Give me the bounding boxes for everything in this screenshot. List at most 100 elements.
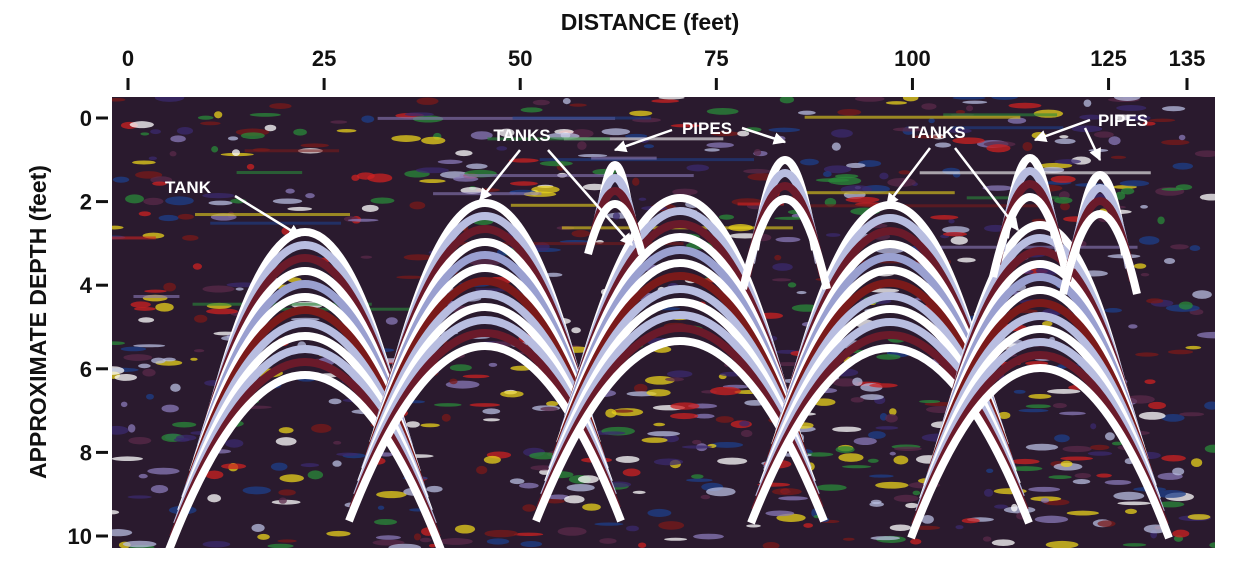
texture <box>242 486 271 495</box>
texture <box>1133 263 1147 269</box>
texture <box>615 456 640 463</box>
texture <box>279 474 304 483</box>
texture <box>377 505 385 510</box>
texture <box>127 424 136 433</box>
texture <box>1156 501 1185 508</box>
y-tick-label: 6 <box>80 357 92 382</box>
streak <box>591 156 657 160</box>
texture <box>634 383 648 393</box>
texture <box>112 456 143 461</box>
texture <box>138 211 151 217</box>
texture <box>426 485 443 493</box>
texture <box>875 481 909 489</box>
streak <box>539 158 755 162</box>
texture <box>693 533 724 540</box>
texture <box>594 522 624 526</box>
texture <box>647 431 681 437</box>
texture <box>1072 479 1091 485</box>
texture <box>919 399 941 404</box>
texture <box>879 172 889 180</box>
texture <box>994 504 1008 509</box>
texture <box>311 423 332 433</box>
texture <box>428 543 437 548</box>
texture <box>768 127 801 133</box>
texture <box>404 112 434 117</box>
y-tick-label: 10 <box>68 524 92 549</box>
texture <box>681 445 713 449</box>
texture <box>1163 257 1176 264</box>
texture <box>957 257 976 263</box>
texture <box>803 523 814 528</box>
texture <box>140 132 150 136</box>
streak <box>210 221 342 225</box>
texture <box>269 103 292 109</box>
texture <box>1128 324 1138 329</box>
texture <box>1204 444 1215 453</box>
texture <box>868 288 900 293</box>
texture <box>779 97 795 104</box>
texture <box>966 105 974 112</box>
x-tick-label: 100 <box>894 46 931 71</box>
texture <box>454 524 476 534</box>
texture <box>277 539 297 543</box>
streak <box>510 203 612 207</box>
texture <box>868 431 886 439</box>
texture <box>961 518 980 524</box>
x-tick-label: 135 <box>1169 46 1206 71</box>
texture <box>200 121 221 126</box>
texture <box>1120 187 1135 195</box>
texture <box>135 171 163 179</box>
texture <box>885 101 908 105</box>
texture <box>984 488 994 497</box>
texture <box>1104 432 1115 441</box>
texture <box>469 403 501 407</box>
reflection <box>345 342 625 523</box>
texture <box>546 401 559 407</box>
streak <box>475 288 531 292</box>
texture <box>577 154 608 158</box>
texture <box>202 541 231 548</box>
texture <box>361 115 375 123</box>
annotation-arrow <box>547 149 633 246</box>
texture <box>133 344 166 348</box>
texture <box>869 501 884 507</box>
texture <box>208 200 233 206</box>
texture <box>293 128 307 136</box>
texture <box>138 473 148 479</box>
texture <box>1142 121 1156 126</box>
texture <box>169 151 177 157</box>
texture <box>887 177 916 187</box>
texture <box>1122 543 1147 547</box>
texture <box>142 368 156 377</box>
texture <box>513 532 544 537</box>
reflection <box>907 364 1173 540</box>
texture <box>1042 321 1053 327</box>
radargram <box>112 97 1215 548</box>
texture <box>406 421 420 428</box>
texture <box>991 539 1015 546</box>
texture <box>545 498 565 504</box>
texture <box>532 99 550 106</box>
texture <box>1007 117 1027 124</box>
texture <box>326 530 351 537</box>
texture <box>1009 466 1043 472</box>
texture <box>206 308 238 315</box>
texture <box>150 176 173 184</box>
texture <box>214 111 223 119</box>
texture <box>952 137 985 144</box>
texture <box>582 503 601 511</box>
texture <box>704 148 720 152</box>
texture <box>147 467 180 475</box>
annotation-arrow <box>234 194 302 238</box>
texture <box>612 212 621 220</box>
texture <box>562 97 571 105</box>
texture <box>718 214 735 220</box>
texture <box>1028 393 1052 399</box>
texture <box>155 302 174 312</box>
texture <box>670 124 701 128</box>
texture <box>336 128 357 133</box>
texture <box>1199 193 1215 201</box>
texture <box>496 146 508 151</box>
texture <box>449 378 458 385</box>
texture <box>264 124 277 132</box>
